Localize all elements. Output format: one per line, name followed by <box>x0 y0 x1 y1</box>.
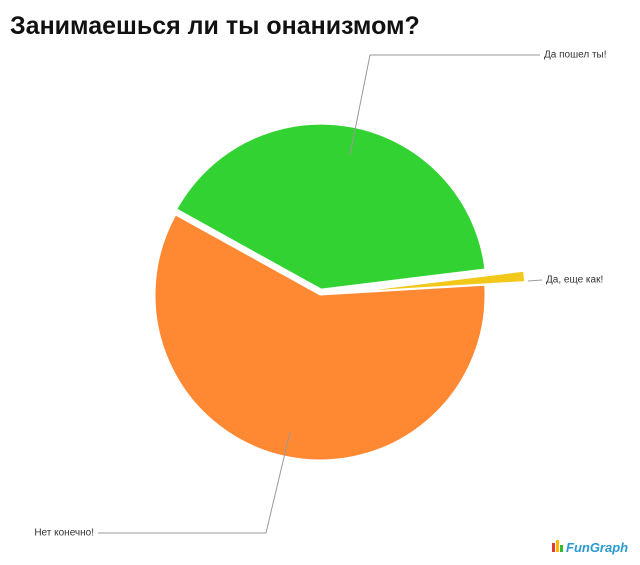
slice-label: Да пошел ты! <box>544 50 607 61</box>
logo: FunGraph <box>552 540 628 555</box>
watermark: FunGraph <box>566 540 628 555</box>
chart-title: Занимаешься ли ты онанизмом? <box>10 12 420 40</box>
pie-slice <box>176 123 486 290</box>
leader-line <box>527 279 543 282</box>
leader-line <box>349 54 540 156</box>
leader-line <box>98 431 291 534</box>
pie-slice <box>359 270 526 292</box>
slice-label: Нет конечно! <box>34 528 94 539</box>
pie-slice <box>154 214 486 461</box>
slice-label: Да, еще как! <box>546 275 603 286</box>
